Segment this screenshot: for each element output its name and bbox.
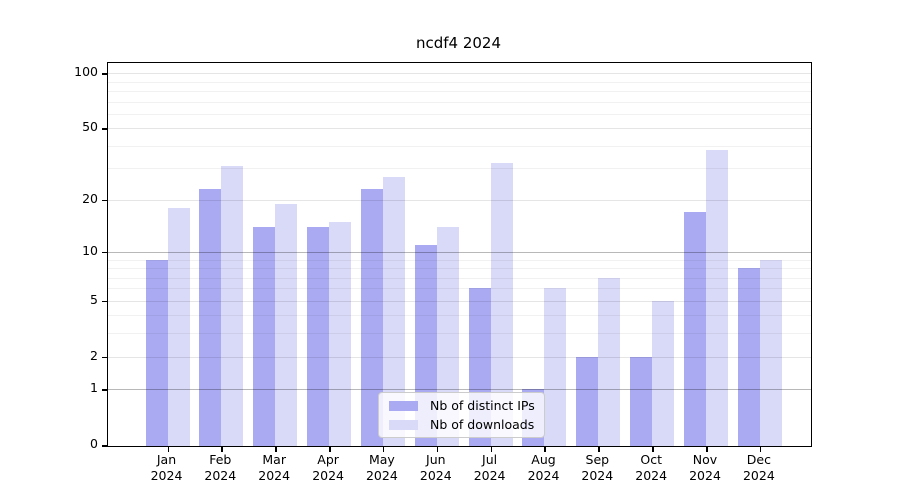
plot-area xyxy=(102,62,812,452)
gridline-9 xyxy=(108,259,811,261)
legend-swatch-distinct-ips xyxy=(389,400,418,411)
chart-title: ncdf4 2024 xyxy=(415,34,502,52)
x-tick-label: Sep 2024 xyxy=(581,452,614,483)
y-tick xyxy=(102,128,107,130)
legend: Nb of distinct IPs Nb of downloads xyxy=(378,392,545,438)
y-tick-label: 0 xyxy=(90,436,98,451)
y-tick-label: 100 xyxy=(74,64,98,80)
x-tick xyxy=(490,447,493,452)
x-tick-label: Jan 2024 xyxy=(150,452,183,483)
legend-label-distinct-ips: Nb of distinct IPs xyxy=(430,398,535,413)
y-tick xyxy=(102,445,107,447)
x-tick-label: Apr 2024 xyxy=(312,452,344,483)
x-tick xyxy=(167,447,169,452)
gridline-2 xyxy=(108,356,811,358)
y-tick xyxy=(102,300,107,303)
gridline-1 xyxy=(108,389,811,391)
bar-distinct-ips-oct xyxy=(630,356,653,446)
gridline-90 xyxy=(108,81,811,83)
bar-downloads-apr xyxy=(329,221,352,446)
gridline-80 xyxy=(108,91,811,92)
x-tick-label: Jun 2024 xyxy=(419,452,452,483)
x-tick-label: Mar 2024 xyxy=(258,452,291,483)
y-tick-label: 1 xyxy=(90,380,98,396)
bar-downloads-jul xyxy=(490,163,513,446)
bar-downloads-may xyxy=(382,176,405,446)
y-tick-label: 50 xyxy=(82,119,98,135)
bar-downloads-jun xyxy=(436,226,459,446)
x-tick xyxy=(221,447,223,452)
x-tick xyxy=(652,447,654,452)
gridline-70 xyxy=(108,101,811,103)
y-tick xyxy=(102,356,107,358)
gridline-10 xyxy=(108,251,811,253)
bar-distinct-ips-nov xyxy=(684,212,706,446)
bar-distinct-ips-sep xyxy=(576,356,599,446)
bar-downloads-sep xyxy=(598,277,621,446)
bar-distinct-ips-jan xyxy=(145,259,168,446)
y-tick-label: 2 xyxy=(90,347,98,363)
gridline-30 xyxy=(108,168,811,170)
legend-label-downloads: Nb of downloads xyxy=(430,417,535,432)
y-tick xyxy=(102,199,107,202)
gridline-4 xyxy=(108,315,811,317)
x-tick-label: Dec 2024 xyxy=(742,452,775,483)
gridline-6 xyxy=(108,288,811,290)
x-tick-label: Nov 2024 xyxy=(689,452,721,483)
gridline-5 xyxy=(108,300,811,302)
bar-distinct-ips-mar xyxy=(253,226,276,446)
x-tick xyxy=(436,447,439,452)
bar-distinct-ips-apr xyxy=(307,226,330,446)
y-tick xyxy=(102,73,107,75)
x-tick xyxy=(275,447,277,452)
bar-downloads-mar xyxy=(275,203,298,446)
x-tick xyxy=(759,447,762,452)
y-tick-label: 20 xyxy=(82,190,98,206)
y-tick-label: 10 xyxy=(82,242,98,258)
legend-item-downloads: Nb of downloads xyxy=(389,418,534,431)
x-tick xyxy=(382,447,385,452)
bar-distinct-ips-dec xyxy=(737,268,760,446)
bar-downloads-dec xyxy=(759,259,782,446)
bar-downloads-oct xyxy=(652,300,675,446)
gridline-50 xyxy=(108,128,811,130)
bar-distinct-ips-feb xyxy=(199,189,222,446)
x-tick-label: Aug 2024 xyxy=(527,452,560,483)
legend-item-distinct-ips: Nb of distinct IPs xyxy=(389,398,535,413)
gridline-3 xyxy=(108,333,811,335)
gridline-100 xyxy=(108,73,811,75)
bar-downloads-nov xyxy=(706,149,728,446)
gridline-7 xyxy=(108,277,811,279)
bar-downloads-feb xyxy=(221,165,244,446)
gridline-60 xyxy=(108,113,811,115)
x-tick-label: Jul 2024 xyxy=(473,452,506,483)
x-tick xyxy=(329,447,331,452)
legend-swatch-downloads xyxy=(389,419,418,430)
x-tick-label: May 2024 xyxy=(365,452,398,483)
x-tick xyxy=(598,447,600,452)
x-tick-label: Oct 2024 xyxy=(635,452,668,483)
gridline-8 xyxy=(108,268,811,269)
bar-distinct-ips-may xyxy=(360,189,383,446)
x-tick-label: Feb 2024 xyxy=(204,452,237,483)
y-tick xyxy=(102,389,107,391)
y-tick xyxy=(102,251,107,254)
x-tick xyxy=(544,447,546,452)
x-tick xyxy=(706,447,708,452)
y-tick-label: 5 xyxy=(90,291,98,307)
gridline-20 xyxy=(108,199,811,201)
bar-downloads-jan xyxy=(167,207,190,446)
gridline-40 xyxy=(108,145,811,147)
bar-downloads-aug xyxy=(544,288,567,446)
